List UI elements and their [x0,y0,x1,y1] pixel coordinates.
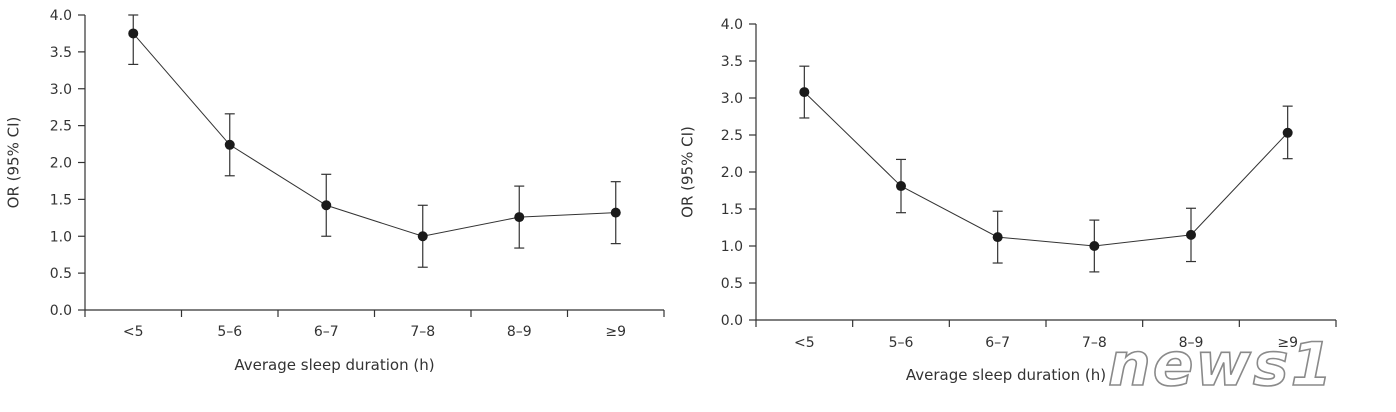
data-point [1089,241,1100,251]
series-line [132,33,616,237]
y-tick-label: 1.0 [50,229,72,245]
data-point [321,200,332,211]
y-tick-label: 4.0 [721,17,743,33]
y-tick-label: 3.5 [50,45,72,61]
x-tick-label: 6–7 [985,335,1010,351]
news1-watermark-logo: news1 [1107,329,1334,401]
y-tick-label: 2.5 [50,119,72,135]
y-tick-label: 0.5 [721,276,743,292]
y-tick-label: 3.0 [721,91,743,107]
data-point [128,28,139,39]
x-axis-title: Average sleep duration (h) [906,366,1106,384]
data-point [896,181,906,192]
y-tick-label: 2.5 [721,128,743,144]
data-point [610,207,621,218]
data-point [514,212,525,223]
y-tick-label: 1.0 [721,239,743,255]
chart-right: 0.0 0.5 1.0 1.5 2.0 2.5 3.0 3.5 4.0 <5 5–6 6–7 7–8 8–… [679,17,1337,384]
x-tick-label: <5 [123,324,144,340]
data-point [1186,229,1196,240]
x-tick-label: 5–6 [217,324,242,340]
y-axis-title: OR (95% CI) [5,117,23,209]
data-point [224,139,235,150]
y-tick-label: 1.5 [50,192,72,208]
x-tick-label: <5 [794,335,815,351]
y-tick-label: 0.0 [721,313,743,329]
y-tick-label: 1.5 [721,202,743,218]
data-point [799,87,810,98]
x-tick-label: 7–8 [1082,335,1107,351]
y-tick-label: 3.5 [721,54,743,70]
y-tick-label: 0.5 [50,266,72,282]
y-axis-title: OR (95% CI) [679,126,697,218]
y-tick-label: 3.0 [50,82,72,98]
data-point [417,231,428,242]
series-line [803,91,1289,247]
x-tick-label: 8–9 [507,324,532,340]
x-tick-label: 6–7 [314,324,339,340]
x-axis-title: Average sleep duration (h) [234,356,434,374]
y-tick-label: 2.0 [50,156,72,172]
x-tick-label: ≥9 [605,324,626,340]
x-tick-label: 7–8 [410,324,435,340]
y-tick-label: 0.0 [50,303,72,319]
watermark-text: news1 [1108,330,1334,400]
y-tick-label: 2.0 [721,165,743,181]
chart-left: 0.0 0.5 1.0 1.5 2.0 2.5 3.0 3.5 4.0 <5 5–6 6–7 7–8 8–… [5,8,665,374]
data-point [1282,127,1293,138]
x-tick-label: ≥9 [1277,335,1298,351]
x-tick-label: 8–9 [1179,335,1204,351]
x-tick-label: 5–6 [889,335,914,351]
data-point [992,232,1003,243]
y-tick-label: 4.0 [50,8,72,24]
